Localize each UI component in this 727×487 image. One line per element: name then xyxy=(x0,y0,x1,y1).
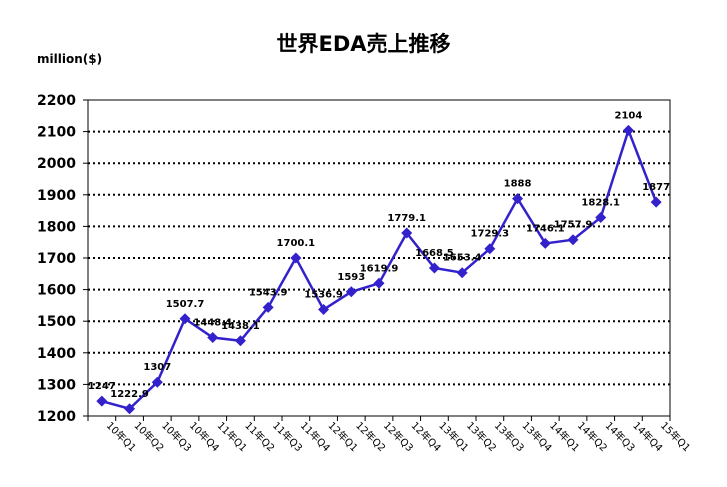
y-tick-label: 1800 xyxy=(37,219,76,235)
x-tick-label: 14年Q1 xyxy=(547,419,582,454)
x-tick-label: 14年Q3 xyxy=(603,419,638,454)
y-tick-label: 1200 xyxy=(37,409,76,425)
y-axis-ticks: 1200 1300 1400 1500 1600 1700 1800 1900 2000 2100… xyxy=(37,93,88,425)
data-label: 1507.7 xyxy=(166,299,205,310)
y-tick-label: 2200 xyxy=(37,93,76,109)
data-point-marker xyxy=(539,237,551,249)
x-tick-label: 15年Q1 xyxy=(658,419,693,454)
data-point-marker xyxy=(124,403,136,415)
data-point-marker xyxy=(262,301,274,313)
data-point-marker xyxy=(151,376,163,388)
x-tick-label: 11年Q3 xyxy=(270,419,305,454)
y-axis-unit-label: million($) xyxy=(37,52,103,66)
data-point-marker xyxy=(622,124,634,136)
data-label: 1307 xyxy=(143,362,171,373)
x-tick-label: 13年Q2 xyxy=(464,419,499,454)
x-tick-label: 10年Q1 xyxy=(104,419,139,454)
data-label: 1247 xyxy=(88,381,116,392)
x-tick-label: 11年Q1 xyxy=(215,419,250,454)
data-label: 1438.1 xyxy=(221,321,260,332)
data-label: 1888 xyxy=(504,179,532,190)
x-tick-label: 13年Q3 xyxy=(492,419,527,454)
data-label: 1536.9 xyxy=(304,290,343,301)
data-label: 2104 xyxy=(615,110,643,121)
data-point-marker xyxy=(484,243,496,255)
data-point-marker xyxy=(428,262,440,274)
data-label: 1746.1 xyxy=(526,223,565,234)
data-point-marker xyxy=(512,193,524,205)
data-label: 1877 xyxy=(642,182,670,193)
x-tick-label: 12年Q1 xyxy=(325,419,360,454)
data-point-marker xyxy=(401,227,413,239)
data-point-marker xyxy=(373,277,385,289)
data-label: 1593 xyxy=(337,272,365,283)
x-tick-label: 12年Q3 xyxy=(381,419,416,454)
x-tick-label: 13年Q4 xyxy=(519,419,554,454)
data-point-marker xyxy=(650,196,662,208)
data-label: 1222.9 xyxy=(110,389,149,400)
chart-title: 世界EDA売上推移 xyxy=(276,32,451,56)
y-tick-label: 1600 xyxy=(37,283,76,299)
x-tick-label: 13年Q1 xyxy=(436,419,471,454)
data-point-marker xyxy=(234,335,246,347)
x-tick-label: 11年Q4 xyxy=(298,419,333,454)
data-point-marker xyxy=(456,267,468,279)
x-tick-label: 14年Q4 xyxy=(630,419,665,454)
data-label: 1828.1 xyxy=(581,198,620,209)
y-tick-label: 1700 xyxy=(37,251,76,267)
x-tick-label: 10年Q2 xyxy=(131,419,166,454)
data-point-marker xyxy=(345,286,357,298)
y-tick-label: 2100 xyxy=(37,125,76,141)
y-tick-label: 1500 xyxy=(37,314,76,330)
x-tick-label: 11年Q2 xyxy=(242,419,277,454)
x-tick-label: 12年Q2 xyxy=(353,419,388,454)
x-tick-label: 12年Q4 xyxy=(409,419,444,454)
x-tick-label: 10年Q3 xyxy=(159,419,194,454)
data-point-marker xyxy=(179,313,191,325)
y-tick-label: 1400 xyxy=(37,346,76,362)
data-label: 1700.1 xyxy=(277,238,316,249)
data-label: 1729.3 xyxy=(471,229,510,240)
data-label: 1757.9 xyxy=(554,220,593,231)
data-point-marker xyxy=(96,395,108,407)
data-point-marker xyxy=(290,252,302,264)
data-point-marker xyxy=(567,234,579,246)
series-markers xyxy=(96,124,662,415)
x-axis-ticks: 10年Q110年Q210年Q310年Q411年Q111年Q211年Q311年Q4… xyxy=(87,416,693,454)
data-label: 1448.4 xyxy=(193,318,232,329)
y-tick-label: 1300 xyxy=(37,377,76,393)
data-label: 1653.4 xyxy=(443,253,482,264)
y-tick-label: 2000 xyxy=(37,156,76,172)
y-tick-label: 1900 xyxy=(37,188,76,204)
data-label: 1619.9 xyxy=(360,263,399,274)
data-point-marker xyxy=(318,304,330,316)
data-label: 1543.9 xyxy=(249,287,288,298)
data-point-marker xyxy=(595,212,607,224)
grid-lines xyxy=(87,99,671,417)
data-point-marker xyxy=(207,332,219,344)
x-tick-label: 14年Q2 xyxy=(575,419,610,454)
data-label: 1668.5 xyxy=(415,248,454,259)
x-tick-label: 10年Q4 xyxy=(187,419,222,454)
data-label: 1779.1 xyxy=(387,213,426,224)
